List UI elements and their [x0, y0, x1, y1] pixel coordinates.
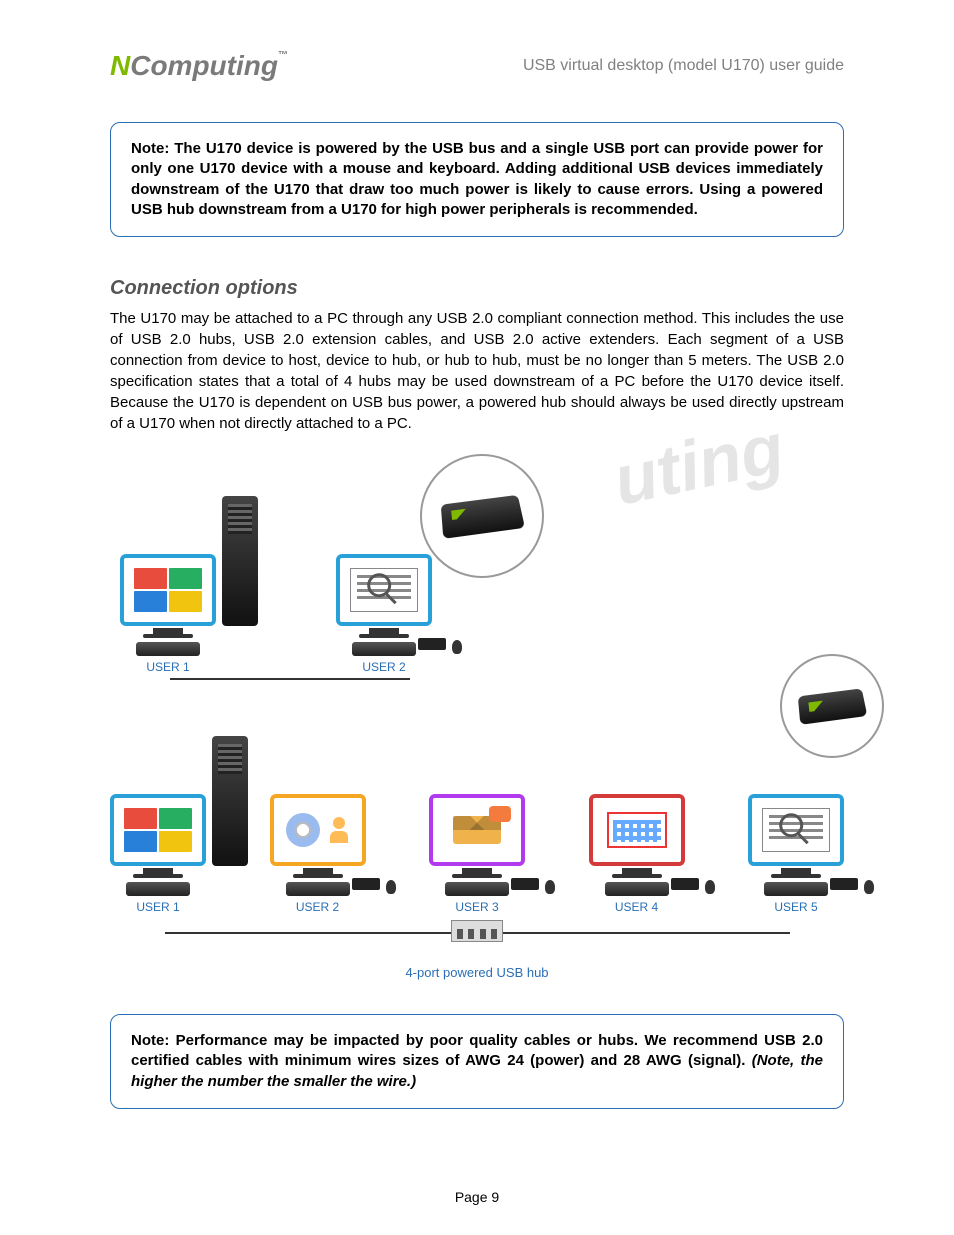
monitor	[429, 794, 525, 866]
keyboard-icon	[136, 642, 200, 656]
user-label: USER 5	[774, 900, 817, 914]
usb-cable-line	[170, 678, 410, 680]
note-text: The U170 device is powered by the USB bu…	[131, 140, 823, 218]
person-icon	[333, 817, 348, 843]
monitor-user1	[120, 554, 216, 626]
header-subtitle: USB virtual desktop (model U170) user gu…	[523, 57, 844, 75]
pc-tower-icon	[212, 736, 248, 866]
device-callout-circle	[420, 454, 544, 578]
page-header: NComputing™ USB virtual desktop (model U…	[110, 50, 844, 82]
user-label: USER 4	[615, 900, 658, 914]
magnifier-icon	[367, 573, 391, 597]
logo-letter-n: N	[110, 50, 130, 81]
user-label: USER 1	[146, 660, 189, 674]
hub-caption: 4-port powered USB hub	[110, 965, 844, 980]
device-callout-circle	[780, 654, 884, 758]
diagram-five-user: USER 1 USER 2	[110, 714, 844, 974]
station-user4: USER 4	[589, 794, 685, 914]
mouse-icon	[545, 880, 555, 894]
usb-hub	[451, 926, 503, 948]
brand-logo: NComputing™	[110, 50, 288, 82]
user-label: USER 3	[455, 900, 498, 914]
note-prefix: Note:	[131, 1032, 176, 1049]
monitor	[589, 794, 685, 866]
u170-device-large-icon	[441, 495, 525, 539]
note-box-power: Note: The U170 device is powered by the …	[110, 122, 844, 237]
station-user2: USER 2	[336, 554, 432, 674]
keyboard-icon	[352, 642, 416, 656]
u170-device-icon	[511, 878, 539, 890]
windows-tiles-icon	[124, 808, 192, 852]
note-box-cables: Note: Performance may be impacted by poo…	[110, 1014, 844, 1109]
monitor-user2	[336, 554, 432, 626]
magnifier-icon	[779, 813, 803, 837]
windows-tiles-icon	[134, 568, 202, 612]
monitor	[110, 794, 206, 866]
user-label: USER 2	[362, 660, 405, 674]
user-label: USER 2	[296, 900, 339, 914]
keyboard-icon	[286, 882, 350, 896]
u170-device-large-icon	[798, 688, 868, 725]
keyboard-icon	[445, 882, 509, 896]
u170-device-icon	[830, 878, 858, 890]
keyboard-icon	[126, 882, 190, 896]
mouse-icon	[705, 880, 715, 894]
disc-icon	[286, 813, 320, 847]
section-body: The U170 may be attached to a PC through…	[110, 308, 844, 434]
diagram-two-user: uting USER 1	[110, 454, 844, 684]
speech-bubble-icon	[489, 806, 511, 822]
document-page: NComputing™ USB virtual desktop (model U…	[0, 0, 954, 1235]
mouse-icon	[386, 880, 396, 894]
station-user1: USER 1	[120, 554, 216, 674]
pc-tower-icon	[222, 496, 258, 626]
user-label: USER 1	[136, 900, 179, 914]
station-user3: USER 3	[429, 794, 525, 914]
monitor	[748, 794, 844, 866]
station-user5: USER 5	[748, 794, 844, 914]
note-bold-text: Performance may be impacted by poor qual…	[131, 1032, 823, 1069]
page-number: Page 9	[0, 1189, 954, 1205]
logo-trademark: ™	[278, 50, 288, 61]
mouse-icon	[452, 640, 462, 654]
mouse-icon	[864, 880, 874, 894]
station-user2-b: USER 2	[270, 794, 366, 914]
station-user1-b: USER 1	[110, 794, 206, 914]
section-heading: Connection options	[110, 277, 844, 300]
monitor	[270, 794, 366, 866]
note-prefix: Note:	[131, 140, 174, 157]
u170-device-icon	[352, 878, 380, 890]
calendar-icon	[607, 812, 667, 848]
usb-hub-icon	[451, 920, 503, 942]
keyboard-icon	[605, 882, 669, 896]
u170-device-icon	[671, 878, 699, 890]
u170-device-icon	[418, 638, 446, 650]
logo-text: Computing	[130, 50, 278, 81]
keyboard-icon	[764, 882, 828, 896]
